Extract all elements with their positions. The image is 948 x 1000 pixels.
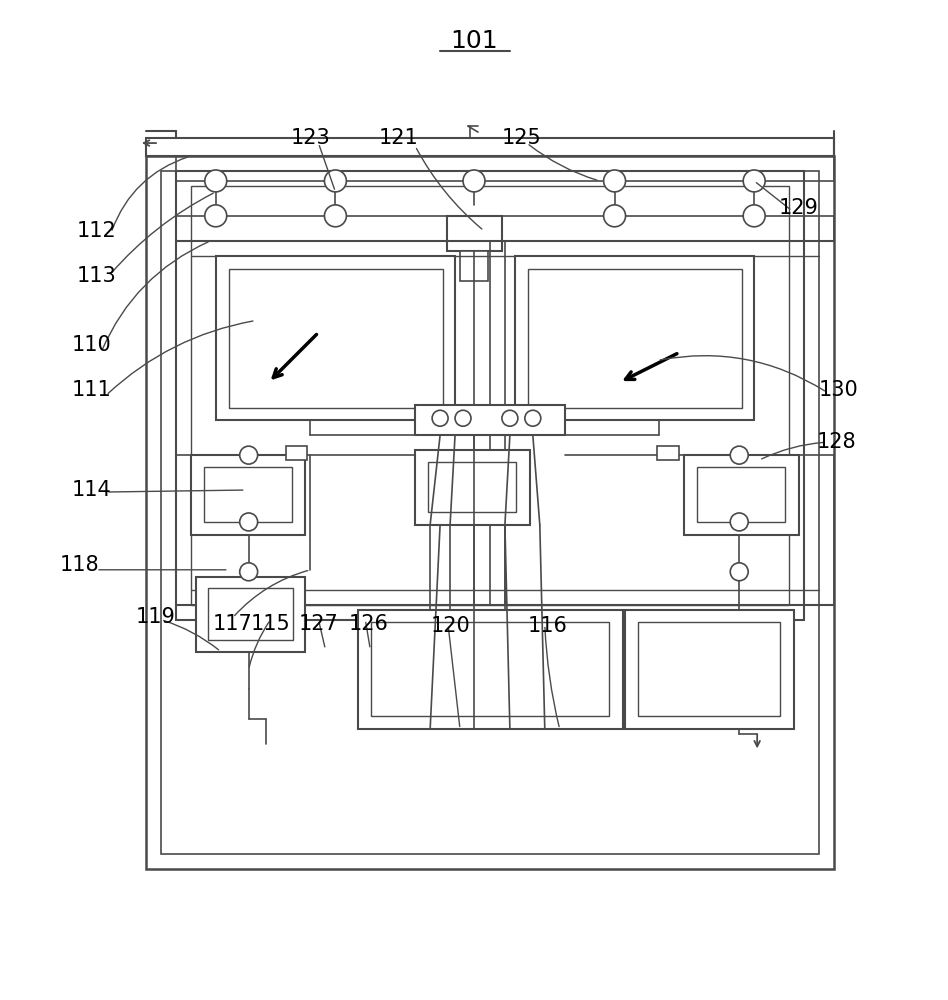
Text: 101: 101 xyxy=(450,29,498,53)
Text: 121: 121 xyxy=(378,128,418,148)
Text: 120: 120 xyxy=(430,616,470,636)
Circle shape xyxy=(501,410,518,426)
Bar xyxy=(146,138,834,156)
Text: 125: 125 xyxy=(502,128,541,148)
Text: 129: 129 xyxy=(779,198,819,218)
Circle shape xyxy=(730,513,748,531)
Bar xyxy=(196,577,305,652)
Bar xyxy=(460,251,488,281)
Circle shape xyxy=(240,563,258,581)
Bar xyxy=(216,256,455,420)
Bar xyxy=(515,256,755,420)
Circle shape xyxy=(525,410,540,426)
Circle shape xyxy=(205,170,227,192)
Text: 117: 117 xyxy=(213,614,252,634)
Text: 113: 113 xyxy=(76,266,116,286)
Bar xyxy=(415,405,565,435)
Text: 111: 111 xyxy=(71,380,111,400)
Circle shape xyxy=(240,513,258,531)
Text: 114: 114 xyxy=(71,480,111,500)
Bar xyxy=(415,450,530,525)
Text: 115: 115 xyxy=(250,614,290,634)
Circle shape xyxy=(730,563,748,581)
Circle shape xyxy=(743,205,765,227)
Bar xyxy=(161,171,819,854)
Circle shape xyxy=(324,170,346,192)
Bar xyxy=(191,186,789,605)
Bar xyxy=(204,467,292,522)
Circle shape xyxy=(730,446,748,464)
Bar xyxy=(625,610,794,729)
Text: 128: 128 xyxy=(817,432,857,452)
Bar xyxy=(285,446,307,460)
Bar xyxy=(698,467,785,522)
Circle shape xyxy=(604,205,626,227)
Circle shape xyxy=(463,170,485,192)
Text: 123: 123 xyxy=(291,128,330,148)
Bar xyxy=(372,622,609,716)
Text: 116: 116 xyxy=(528,616,568,636)
Bar xyxy=(637,622,780,716)
Text: 112: 112 xyxy=(76,221,116,241)
Text: 127: 127 xyxy=(299,614,338,634)
Circle shape xyxy=(743,170,765,192)
Text: 130: 130 xyxy=(819,380,859,400)
Bar xyxy=(428,462,516,512)
Bar xyxy=(146,156,834,869)
Bar xyxy=(191,455,305,535)
Bar xyxy=(528,269,742,408)
Text: 126: 126 xyxy=(348,614,389,634)
Bar xyxy=(684,455,799,535)
Bar xyxy=(208,588,293,640)
Circle shape xyxy=(240,446,258,464)
Circle shape xyxy=(324,205,346,227)
Bar xyxy=(176,171,804,620)
Circle shape xyxy=(455,410,471,426)
Circle shape xyxy=(205,205,227,227)
Circle shape xyxy=(432,410,448,426)
Text: 118: 118 xyxy=(60,555,99,575)
Bar xyxy=(447,216,501,251)
Text: 110: 110 xyxy=(71,335,111,355)
Text: 119: 119 xyxy=(136,607,176,627)
Bar xyxy=(358,610,623,729)
Circle shape xyxy=(604,170,626,192)
Bar xyxy=(658,446,680,460)
Bar xyxy=(228,269,443,408)
